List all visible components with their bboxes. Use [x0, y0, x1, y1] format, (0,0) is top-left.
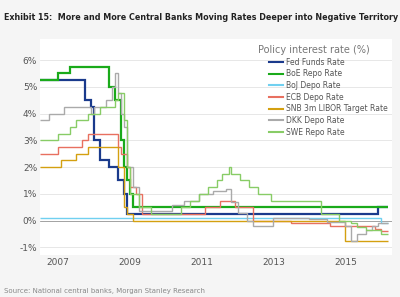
Legend: Fed Funds Rate, BoE Repo Rate, BoJ Depo Rate, ECB Depo Rate, SNB 3m LIBOR Target: Fed Funds Rate, BoE Repo Rate, BoJ Depo …	[269, 58, 388, 137]
Text: Exhibit 15:  More and More Central Banks Moving Rates Deeper into Negative Terri: Exhibit 15: More and More Central Banks …	[4, 13, 398, 22]
Text: Source: National central banks, Morgan Stanley Research: Source: National central banks, Morgan S…	[4, 288, 205, 294]
Text: Policy interest rate (%): Policy interest rate (%)	[258, 45, 370, 55]
